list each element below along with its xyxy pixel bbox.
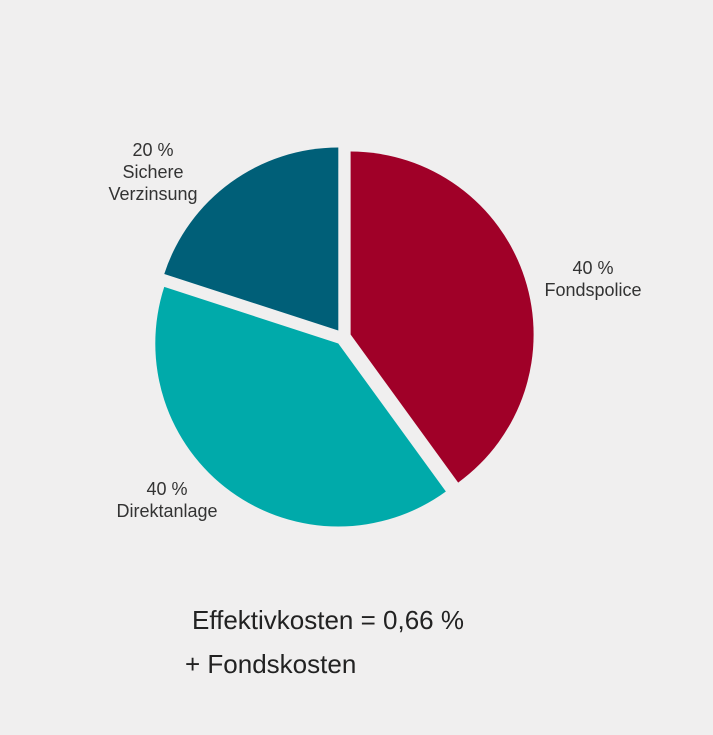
slice-name-label: Direktanlage (116, 501, 218, 521)
slice-value-label: 40 % (572, 258, 614, 278)
slice-label-direktanlage: 40 % Direktanlage (100, 478, 234, 522)
cost-footnote-line1: Effektivkosten = 0,66 % (192, 605, 464, 635)
slice-label-sichere-verzinsung: 20 % Sichere Verzinsung (96, 139, 210, 205)
slice-name-label-line2: Verzinsung (108, 184, 198, 204)
slice-value-label: 20 % (132, 140, 174, 160)
slice-label-fondspolice: 40 % Fondspolice (530, 257, 656, 301)
slice-name-label-line1: Sichere (122, 162, 184, 182)
slice-name-label: Fondspolice (544, 280, 642, 300)
slice-value-label: 40 % (146, 479, 188, 499)
pie-slice-sichere-verzinsung (164, 147, 339, 331)
pie-slice-fondspolice (350, 151, 534, 483)
pie-slice-direktanlage (155, 286, 446, 527)
cost-footnote-line2: + Fondskosten (185, 649, 357, 679)
